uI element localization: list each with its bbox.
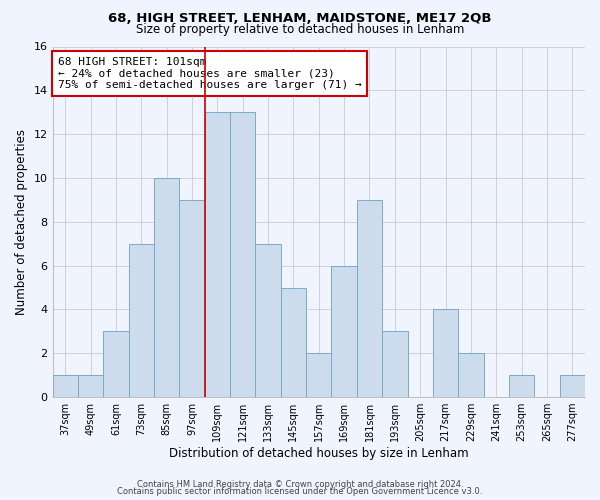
Y-axis label: Number of detached properties: Number of detached properties [15, 129, 28, 315]
Bar [509, 375, 534, 397]
Bar [179, 200, 205, 397]
Bar [382, 332, 407, 397]
X-axis label: Distribution of detached houses by size in Lenham: Distribution of detached houses by size … [169, 447, 469, 460]
Bar [78, 375, 103, 397]
Bar [154, 178, 179, 397]
Bar [205, 112, 230, 397]
Bar [281, 288, 306, 397]
Bar [53, 375, 78, 397]
Text: Size of property relative to detached houses in Lenham: Size of property relative to detached ho… [136, 22, 464, 36]
Bar [306, 354, 331, 397]
Text: 68, HIGH STREET, LENHAM, MAIDSTONE, ME17 2QB: 68, HIGH STREET, LENHAM, MAIDSTONE, ME17… [108, 12, 492, 26]
Bar [256, 244, 281, 397]
Bar [458, 354, 484, 397]
Text: Contains public sector information licensed under the Open Government Licence v3: Contains public sector information licen… [118, 487, 482, 496]
Bar [128, 244, 154, 397]
Bar [357, 200, 382, 397]
Bar [560, 375, 585, 397]
Bar [433, 310, 458, 397]
Text: 68 HIGH STREET: 101sqm
← 24% of detached houses are smaller (23)
75% of semi-det: 68 HIGH STREET: 101sqm ← 24% of detached… [58, 57, 362, 90]
Bar [230, 112, 256, 397]
Bar [331, 266, 357, 397]
Bar [103, 332, 128, 397]
Text: Contains HM Land Registry data © Crown copyright and database right 2024.: Contains HM Land Registry data © Crown c… [137, 480, 463, 489]
